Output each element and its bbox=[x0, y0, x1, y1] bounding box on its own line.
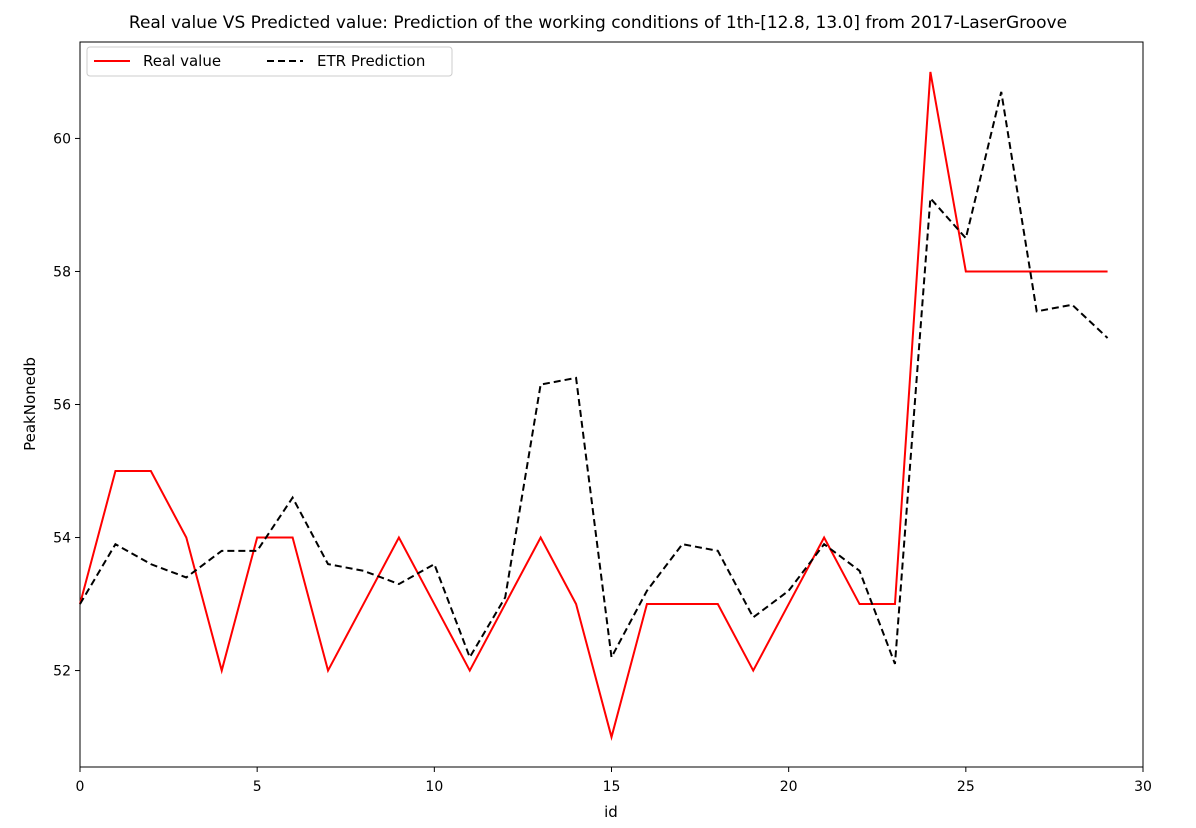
series-group bbox=[79, 71, 1109, 741]
x-tick-label: 20 bbox=[780, 779, 798, 795]
legend-label-etr-prediction: ETR Prediction bbox=[317, 52, 425, 70]
y-tick-label: 60 bbox=[53, 131, 71, 147]
x-tick-label: 15 bbox=[603, 779, 621, 795]
plot-area: 0 5 10 15 20 25 30 52 54 56 58 60 bbox=[53, 41, 1152, 795]
x-axis: 0 5 10 15 20 25 30 bbox=[76, 767, 1152, 795]
x-tick-label: 10 bbox=[425, 779, 443, 795]
y-tick-label: 54 bbox=[53, 531, 71, 547]
y-axis: 52 54 56 58 60 bbox=[53, 131, 80, 680]
legend: Real value ETR Prediction bbox=[86, 46, 453, 77]
chart-title: Real value VS Predicted value: Predictio… bbox=[129, 13, 1067, 33]
y-tick-label: 58 bbox=[53, 264, 71, 280]
x-tick-label: 25 bbox=[957, 779, 975, 795]
x-tick-label: 5 bbox=[253, 779, 262, 795]
y-axis-label: PeakNonedb bbox=[21, 357, 39, 451]
y-tick-label: 52 bbox=[53, 664, 71, 680]
y-tick-label: 56 bbox=[53, 398, 71, 414]
legend-label-real-value: Real value bbox=[143, 52, 221, 70]
series-line-real-value bbox=[79, 71, 1108, 741]
x-tick-label: 0 bbox=[76, 779, 85, 795]
x-tick-label: 30 bbox=[1134, 779, 1152, 795]
series-line-etr-prediction bbox=[79, 91, 1109, 665]
plot-frame bbox=[79, 41, 1144, 768]
x-axis-label: id bbox=[604, 803, 618, 821]
